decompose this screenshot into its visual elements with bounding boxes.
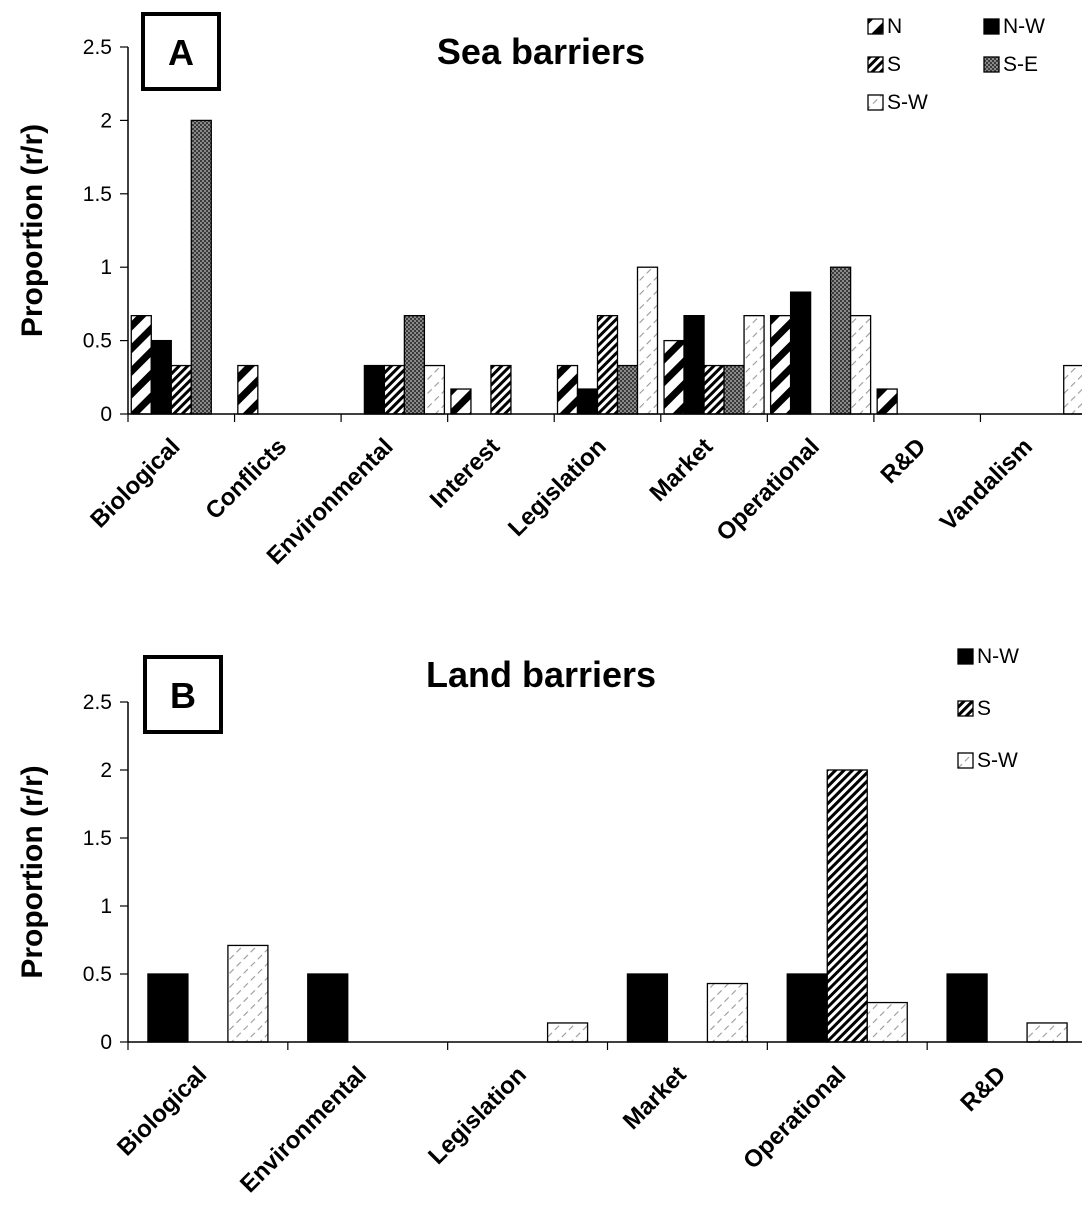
y-tick-label: 0 bbox=[100, 1031, 112, 1054]
y-axis-title-a: Proportion (r/r) bbox=[16, 124, 49, 337]
bar-n-w-environmental bbox=[307, 973, 349, 1043]
category-labels-b: Biological Environmental Legislation Market… bbox=[112, 1042, 1011, 1198]
bar-n-legislation bbox=[556, 364, 579, 415]
chart-panel-b: 0 0.5 1 1.5 2 2.5 Biological Environmental Legi… bbox=[16, 645, 1082, 1198]
category-label-legislation: Legislation bbox=[423, 1061, 532, 1170]
legend-swatch-s-w bbox=[867, 94, 884, 111]
bar-s-e-biological bbox=[190, 119, 212, 415]
bar-s-interest bbox=[490, 364, 512, 415]
bar-s-w-operational bbox=[849, 314, 872, 415]
y-tick-label: 1 bbox=[100, 256, 112, 279]
category-label-operational: Operational bbox=[711, 433, 824, 546]
bar-s-environmental bbox=[383, 364, 406, 415]
legend-swatch-n bbox=[867, 18, 884, 35]
bar-n-w-legislation bbox=[576, 388, 599, 415]
bar-n-w-environmental bbox=[363, 364, 386, 415]
bar-s-w-legislation bbox=[636, 266, 659, 415]
category-label-interest: Interest bbox=[425, 433, 505, 513]
bar-n-interest bbox=[450, 388, 472, 415]
category-label-market: Market bbox=[644, 433, 718, 507]
bar-s-e-market bbox=[723, 364, 745, 415]
bar-s-e-environmental bbox=[403, 314, 426, 415]
bar-n-randd bbox=[876, 388, 898, 415]
bar-n-w-biological bbox=[147, 973, 189, 1043]
panel-letter-a: A bbox=[168, 32, 194, 73]
legend-label-n: N bbox=[887, 15, 902, 38]
y-tick-label: 1.5 bbox=[83, 827, 112, 850]
legend-label-s: S bbox=[977, 697, 991, 720]
bar-s-w-legislation bbox=[546, 1022, 589, 1043]
bar-s-w-environmental bbox=[423, 364, 446, 415]
panel-letter-box-b bbox=[143, 655, 223, 734]
chart-title-a: Sea barriers bbox=[437, 31, 645, 72]
bar-n-w-operational bbox=[789, 291, 812, 415]
category-label-conflicts: Conflicts bbox=[200, 433, 292, 525]
bar-n-operational bbox=[769, 314, 792, 415]
y-tick-label: 2 bbox=[100, 109, 112, 132]
legend-swatch-s-e bbox=[983, 56, 1000, 73]
category-label-biological: Biological bbox=[85, 433, 185, 533]
y-tick-label: 2.5 bbox=[83, 36, 112, 59]
bars-a bbox=[130, 119, 1082, 415]
chart-title-b: Land barriers bbox=[426, 654, 656, 695]
y-tick-label: 2 bbox=[100, 759, 112, 782]
bar-s-legislation bbox=[596, 314, 619, 415]
y-tick-label: 2.5 bbox=[83, 691, 112, 714]
bar-s-market bbox=[703, 364, 725, 415]
chart-panel-a: 0 0.5 1 1.5 2 2.5 Biological ConflictsEnvironm… bbox=[16, 12, 1082, 570]
y-axis-title-b: Proportion (r/r) bbox=[16, 765, 49, 978]
category-label-environmental: Environmental bbox=[235, 1061, 372, 1198]
legend-swatch-s bbox=[867, 56, 884, 73]
legend-swatch-s bbox=[957, 700, 974, 717]
panel-letter-b: B bbox=[170, 675, 196, 716]
legend-label-s-w: S-W bbox=[887, 91, 928, 114]
bar-s-w-vandalism bbox=[1063, 364, 1082, 415]
category-label-randd: R&D bbox=[955, 1061, 1011, 1117]
category-label-biological: Biological bbox=[112, 1061, 212, 1161]
panel-letter-box-a bbox=[141, 12, 221, 91]
category-label-operational: Operational bbox=[738, 1061, 851, 1174]
bar-s-w-randd bbox=[1026, 1022, 1068, 1043]
y-tick-label: 0.5 bbox=[83, 963, 112, 986]
legend-swatch-n-w bbox=[957, 648, 974, 665]
legend-label-s-w: S-W bbox=[977, 749, 1018, 772]
category-label-vandalism: Vandalism bbox=[935, 433, 1038, 536]
y-tick-label: 1.5 bbox=[83, 183, 112, 206]
y-tick-label: 0.5 bbox=[83, 330, 112, 353]
bar-s-e-operational bbox=[829, 266, 852, 415]
category-label-randd: R&D bbox=[876, 433, 932, 489]
y-tick-label: 1 bbox=[100, 895, 112, 918]
category-label-market: Market bbox=[618, 1061, 692, 1135]
legend-a: N N-W S S-E S-W bbox=[867, 15, 1045, 114]
legend-swatch-n-w bbox=[983, 18, 1000, 35]
legend-label-n-w: N-W bbox=[1003, 15, 1045, 38]
legend-b: N-W S S-W bbox=[957, 645, 1019, 772]
bar-s-w-market bbox=[743, 314, 765, 415]
legend-swatch-s-w bbox=[957, 752, 974, 769]
legend-label-s: S bbox=[887, 53, 901, 76]
bar-n-w-operational bbox=[786, 973, 828, 1043]
bar-n-w-market bbox=[626, 973, 669, 1043]
bars-b bbox=[147, 769, 1068, 1043]
bar-s-e-legislation bbox=[616, 364, 639, 415]
bar-n-conflicts bbox=[237, 364, 259, 415]
bar-n-w-biological bbox=[150, 339, 172, 415]
bar-n-w-market bbox=[683, 314, 705, 415]
y-axis-ticks-b: 0 0.5 1 1.5 2 2.5 bbox=[83, 691, 128, 1054]
y-tick-label: 0 bbox=[100, 403, 112, 426]
legend-label-n-w: N-W bbox=[977, 645, 1019, 668]
y-axis-ticks-a: 0 0.5 1 1.5 2 2.5 bbox=[83, 36, 128, 426]
bar-n-biological bbox=[130, 314, 152, 415]
bar-s-w-operational bbox=[866, 1001, 908, 1043]
bar-s-biological bbox=[170, 364, 192, 415]
bar-s-operational bbox=[826, 769, 868, 1043]
bar-n-w-randd bbox=[946, 973, 988, 1043]
legend-label-s-e: S-E bbox=[1003, 53, 1038, 76]
bar-s-w-biological bbox=[227, 944, 269, 1043]
category-label-legislation: Legislation bbox=[503, 433, 612, 542]
bar-s-w-market bbox=[706, 982, 749, 1043]
bar-n-market bbox=[663, 339, 685, 415]
